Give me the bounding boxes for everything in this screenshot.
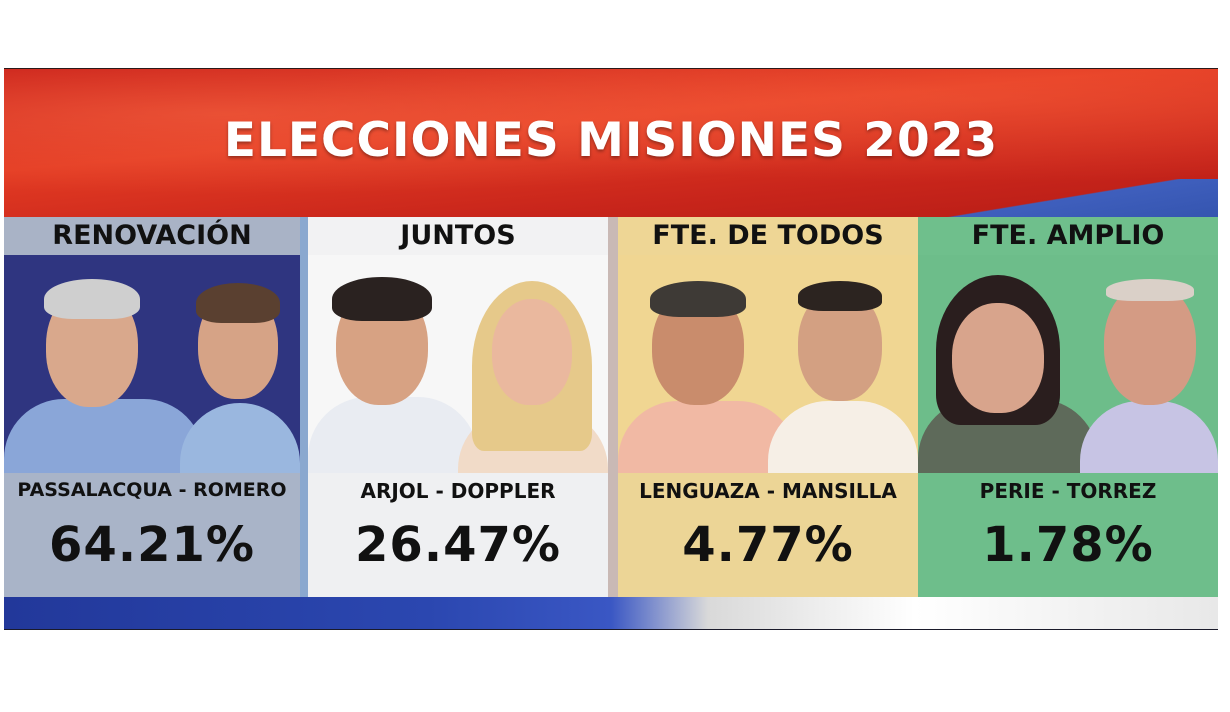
panel-bottom (308, 473, 608, 597)
panel-bottom (618, 473, 918, 597)
vote-percentage: 4.77% (682, 517, 854, 573)
candidate-photo-right (458, 269, 608, 473)
panel-divider (300, 217, 308, 597)
party-name: RENOVACIÓN (4, 217, 300, 255)
candidates-photo (4, 255, 300, 473)
candidate-photo-right (768, 269, 918, 473)
panel-bottom (4, 473, 300, 597)
vote-percentage: 26.47% (355, 517, 561, 573)
candidate-photo-right (180, 269, 300, 473)
candidate-names: PERIE - TORREZ (979, 479, 1157, 503)
candidate-names: LENGUAZA - MANSILLA (639, 479, 897, 503)
candidate-photo-left (4, 269, 204, 473)
election-results-graphic: ELECCIONES MISIONES 2023 RENOVACIÓN PASS… (4, 68, 1218, 630)
vote-percentage: 64.21% (49, 517, 255, 573)
party-panel-fte-de-todos: FTE. DE TODOS LENGUAZA - MANSILLA 4.77% (618, 217, 918, 597)
vote-percentage: 1.78% (982, 517, 1154, 573)
candidate-photo-right (1080, 269, 1218, 473)
candidate-photo-left (618, 269, 798, 473)
party-name: FTE. DE TODOS (618, 217, 918, 255)
panel-divider (608, 217, 618, 597)
candidates-photo (308, 255, 608, 473)
panel-bottom (918, 473, 1218, 597)
graphic-title: ELECCIONES MISIONES 2023 (223, 113, 999, 168)
party-panel-juntos: JUNTOS ARJOL - DOPPLER 26.47% (308, 217, 608, 597)
party-name: JUNTOS (308, 217, 608, 255)
candidate-photo-left (308, 269, 478, 473)
candidate-photo-left (918, 269, 1098, 473)
party-name: FTE. AMPLIO (918, 217, 1218, 255)
candidate-names: ARJOL - DOPPLER (360, 479, 556, 503)
party-panel-fte-amplio: FTE. AMPLIO PERIE - TORREZ 1.78% (918, 217, 1218, 597)
candidates-photo (918, 255, 1218, 473)
candidates-photo (618, 255, 918, 473)
party-panel-renovacion: RENOVACIÓN PASSALACQUA - ROMERO 64.21% (4, 217, 300, 597)
candidate-names: PASSALACQUA - ROMERO (17, 479, 287, 501)
title-banner: ELECCIONES MISIONES 2023 (4, 69, 1218, 239)
flag-stripe-bottom (4, 597, 1218, 629)
